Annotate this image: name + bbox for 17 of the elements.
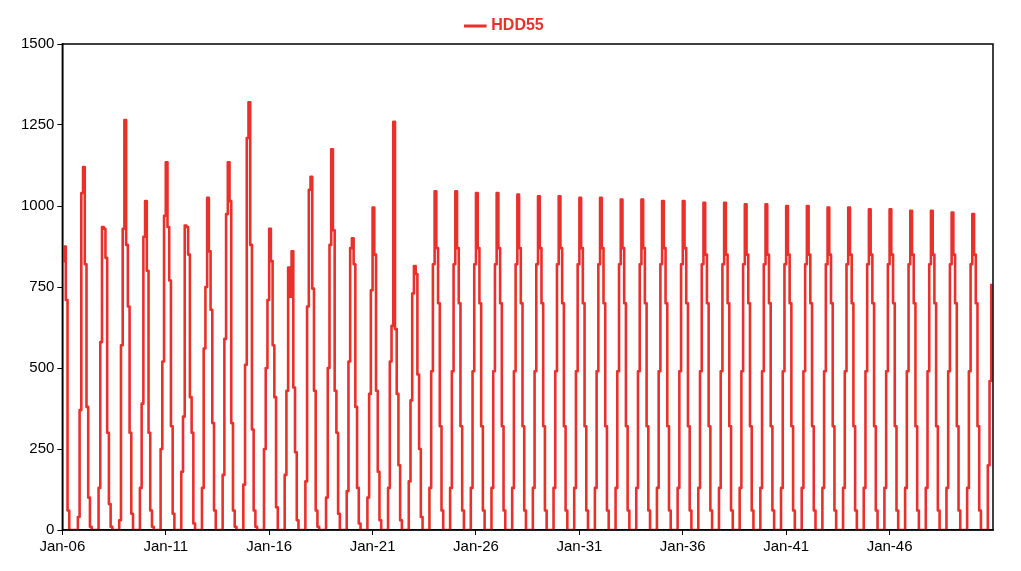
x-tick-label: Jan-41	[763, 537, 810, 555]
x-tick-label: Jan-31	[556, 537, 603, 555]
y-tick-label: 1000	[20, 196, 55, 214]
y-tick-label: 1500	[20, 34, 55, 52]
y-tick-label: 0	[46, 520, 55, 538]
y-tick-label: 750	[29, 277, 55, 295]
x-tick-label: Jan-16	[246, 537, 293, 555]
x-tick-label: Jan-06	[39, 537, 86, 555]
y-tick-label: 500	[29, 358, 55, 376]
x-tick-label: Jan-26	[453, 537, 499, 555]
x-tick-label: Jan-36	[659, 537, 706, 555]
x-tick-label: Jan-46	[866, 537, 913, 555]
x-tick-label: Jan-11	[143, 537, 189, 555]
x-tick-label: Jan-21	[349, 537, 396, 555]
y-tick-label: 1250	[20, 115, 55, 133]
y-tick-label: 250	[29, 439, 55, 457]
legend-label: HDD55	[491, 16, 544, 34]
